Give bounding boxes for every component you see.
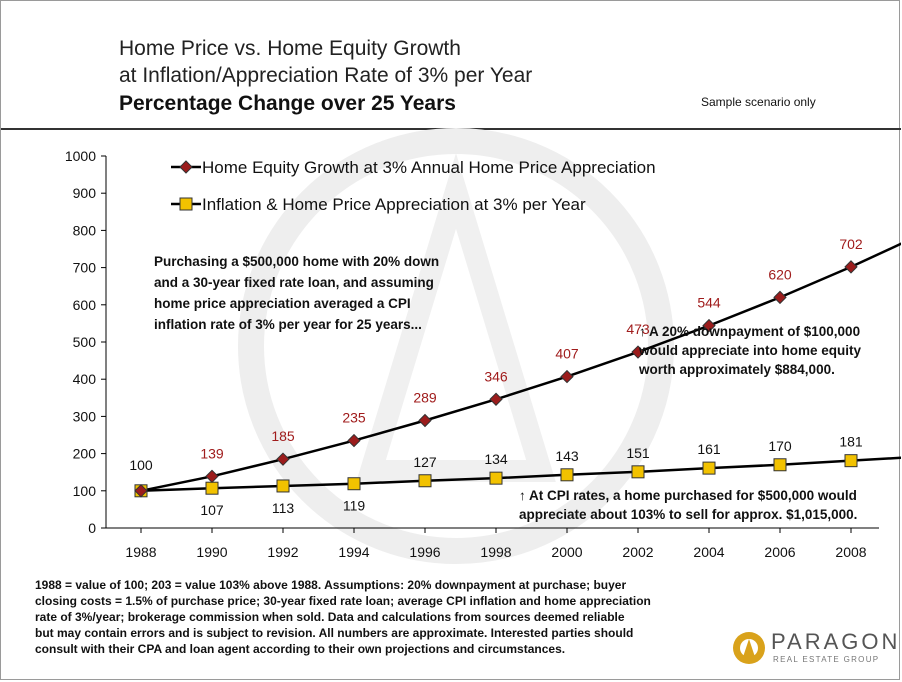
annotation-left-line: Purchasing a $500,000 home with 20% down	[154, 254, 439, 269]
cpi-point	[489, 471, 503, 485]
legend-label-cpi: Inflation & Home Price Appreciation at 3…	[202, 195, 586, 214]
cpi-point	[631, 465, 645, 479]
footnote-line: 1988 = value of 100; 203 = value 103% ab…	[35, 578, 627, 592]
equity-data-label: 185	[271, 428, 295, 444]
y-tick-label: 500	[73, 334, 97, 350]
cpi-data-label: 119	[343, 498, 366, 514]
footnote: 1988 = value of 100; 203 = value 103% ab…	[35, 577, 735, 657]
equity-point	[205, 469, 219, 483]
equity-data-label: 620	[768, 266, 792, 282]
x-tick-label: 2004	[693, 544, 724, 560]
x-tick-label: 1994	[338, 544, 369, 560]
y-tick-label: 200	[73, 446, 97, 462]
y-tick-label: 700	[73, 260, 97, 276]
equity-data-label: 289	[413, 389, 437, 405]
footnote-line: rate of 3%/year; brokerage commission wh…	[35, 610, 625, 624]
equity-point	[560, 369, 574, 384]
cpi-data-label: 143	[555, 448, 579, 464]
cpi-data-label: 170	[768, 438, 792, 454]
equity-point	[631, 345, 645, 359]
cpi-data-label: 107	[200, 502, 224, 518]
y-tick-label: 0	[88, 520, 96, 536]
cpi-data-label: 181	[839, 434, 863, 450]
equity-data-label: 544	[697, 295, 721, 311]
cpi-point	[773, 458, 787, 472]
sample-note: Sample scenario only	[701, 95, 816, 109]
cpi-data-label: 134	[484, 451, 508, 467]
watermark-ring	[238, 128, 674, 564]
line-chart: 0 100 200 300 400 500 600 700 800 900 1000 1988 1990…	[65, 128, 901, 564]
equity-data-label: 139	[200, 445, 224, 461]
cpi-data-label: 113	[272, 500, 295, 516]
cpi-point	[418, 474, 432, 488]
annotation-left-line: home price appreciation averaged a CPI	[154, 296, 411, 311]
equity-point	[134, 484, 148, 498]
equity-data-label: 235	[342, 410, 366, 426]
paragon-logo-icon	[733, 632, 765, 664]
x-tick-label: 1992	[267, 544, 298, 560]
cpi-point	[347, 477, 361, 491]
y-tick-label: 400	[73, 371, 97, 387]
equity-point	[702, 318, 716, 333]
cpi-data-label: 127	[413, 454, 437, 470]
chart-title-line-2: at Inflation/Appreciation Rate of 3% per…	[119, 64, 533, 87]
cpi-point	[844, 454, 858, 468]
cpi-point	[560, 468, 574, 482]
paragon-logo: PARAGON REAL ESTATE GROUP	[729, 629, 899, 669]
y-tick-label: 800	[73, 222, 97, 238]
legend-marker-equity	[179, 160, 193, 174]
annotation-lower-right-line: ↑ At CPI rates, a home purchased for $50…	[519, 488, 857, 503]
legend-marker-cpi	[179, 197, 193, 211]
logo-subtitle: REAL ESTATE GROUP	[773, 655, 880, 664]
equity-point	[347, 433, 361, 448]
legend-label-equity: Home Equity Growth at 3% Annual Home Pri…	[202, 158, 656, 177]
equity-point	[773, 290, 787, 305]
x-tick-label: 1988	[125, 544, 156, 560]
annotation-left-line: and a 30-year fixed rate loan, and assum…	[154, 275, 434, 290]
x-tick-label: 2008	[835, 544, 866, 560]
equity-data-label: 407	[555, 346, 579, 362]
x-tick-label: 1996	[409, 544, 440, 560]
x-tick-label: 1998	[480, 544, 511, 560]
equity-data-label: 473	[626, 321, 650, 337]
equity-point	[418, 413, 432, 428]
annotation-left-line: inflation rate of 3% per year for 25 yea…	[154, 317, 422, 332]
cpi-data-label: 161	[697, 441, 721, 457]
footnote-line: but may contain errors and is subject to…	[35, 626, 634, 640]
equity-point	[276, 452, 290, 466]
equity-data-label: 346	[484, 368, 508, 384]
y-tick-label: 900	[73, 185, 97, 201]
y-tick-label: 300	[73, 408, 97, 424]
footnote-line: closing costs = 1.5% of purchase price; …	[35, 594, 651, 608]
watermark-triangle	[356, 153, 556, 482]
annotation-lower-right-line: appreciate about 103% to sell for approx…	[519, 507, 857, 522]
equity-point	[844, 260, 858, 274]
x-tick-label: 2002	[622, 544, 653, 560]
x-tick-label: 2006	[764, 544, 795, 560]
cpi-point	[276, 479, 290, 493]
x-tick-label: 1990	[196, 544, 227, 560]
logo-wordmark: PARAGON	[771, 629, 901, 654]
annotation-upper-right-line: worth approximately $884,000.	[638, 362, 835, 377]
cpi-point	[702, 461, 716, 475]
equity-data-label: 702	[839, 236, 863, 252]
y-tick-label: 100	[73, 483, 97, 499]
footnote-line: consult with their CPA and loan agent ac…	[35, 642, 566, 656]
chart-subtitle: Percentage Change over 25 Years	[119, 92, 456, 115]
y-tick-label: 1000	[65, 148, 96, 164]
equity-point	[489, 392, 503, 406]
cpi-data-label: 151	[626, 445, 650, 461]
chart-title-line-1: Home Price vs. Home Equity Growth	[119, 37, 461, 60]
annotation-upper-right-line: ↑ A 20% downpayment of $100,000	[639, 324, 860, 339]
start-data-label: 100	[129, 457, 153, 473]
x-tick-label: 2000	[551, 544, 582, 560]
cpi-point	[205, 481, 219, 495]
y-tick-label: 600	[73, 297, 97, 313]
annotation-upper-right-line: would appreciate into home equity	[638, 343, 862, 358]
